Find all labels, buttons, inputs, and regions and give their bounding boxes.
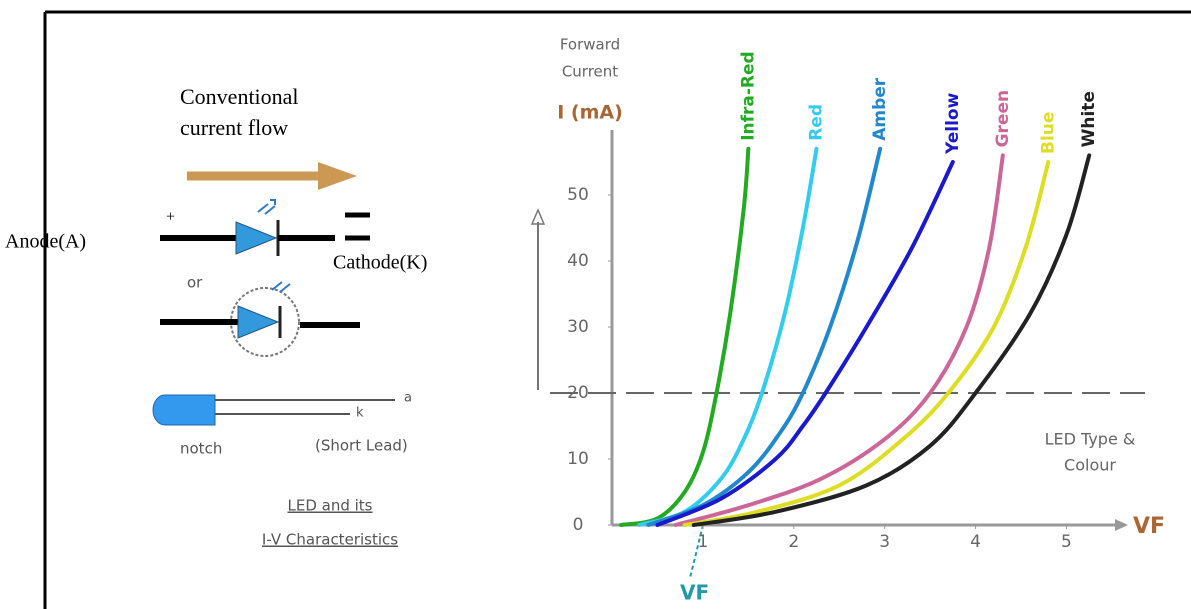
note: Colour xyxy=(1064,456,1116,475)
series-label: Green xyxy=(993,90,1013,148)
led-symbol xyxy=(237,305,280,339)
series-label: Blue xyxy=(1038,112,1058,154)
curve xyxy=(682,160,1051,527)
y-tick-label: 30 xyxy=(567,317,589,337)
curve xyxy=(691,153,1092,527)
flow-label: current flow xyxy=(180,115,288,140)
x-tick-label: 5 xyxy=(1061,532,1072,552)
y-tick-label: 40 xyxy=(567,251,589,271)
led-symbol xyxy=(235,221,278,255)
lead-label: a xyxy=(404,391,412,406)
x-tick-label: 3 xyxy=(879,532,890,552)
led-body xyxy=(152,394,216,426)
short-lead-label: (Short Lead) xyxy=(315,437,408,455)
series-label: Yellow xyxy=(943,92,963,155)
y-tick-label: 10 xyxy=(567,449,589,469)
notch-label: notch xyxy=(180,440,222,458)
x-label: VF xyxy=(1133,514,1165,539)
or-label: or xyxy=(187,274,203,292)
direction-arrow-head xyxy=(530,208,546,225)
series-label: Red xyxy=(807,104,827,141)
caption: I-V Characteristics xyxy=(262,531,398,549)
x-axis-head xyxy=(1115,519,1128,531)
x-tick-label: 4 xyxy=(970,532,981,552)
anode-label: Anode(A) xyxy=(5,231,86,253)
curve xyxy=(619,146,751,527)
series-label: Amber xyxy=(870,77,890,141)
cathode-label: Cathode(K) xyxy=(333,252,427,274)
y-tick-label: 50 xyxy=(567,185,589,205)
curve xyxy=(673,153,1005,527)
caption: LED and its xyxy=(287,497,372,515)
vf-pointer xyxy=(689,524,704,579)
y-label: Forward xyxy=(560,36,620,54)
curve xyxy=(646,146,883,527)
series-label: White xyxy=(1079,91,1099,147)
lead-label: k xyxy=(356,406,364,421)
x-tick-label: 1 xyxy=(697,532,708,552)
plus-sign: + xyxy=(166,209,175,226)
flow-label: Conventional xyxy=(180,84,299,109)
y-tick-label: 0 xyxy=(573,515,584,535)
y-unit: I (mA) xyxy=(557,102,623,124)
curve xyxy=(637,146,819,527)
flow-arrow-head xyxy=(318,162,357,190)
light-rays xyxy=(271,281,291,293)
y-label: Current xyxy=(562,63,618,81)
x-tick-label: 2 xyxy=(788,532,799,552)
vf-marker: VF xyxy=(680,581,709,605)
note: LED Type & xyxy=(1045,430,1136,449)
series-label: Infra-Red xyxy=(738,51,758,141)
light-rays xyxy=(257,199,276,215)
curve xyxy=(655,160,955,527)
